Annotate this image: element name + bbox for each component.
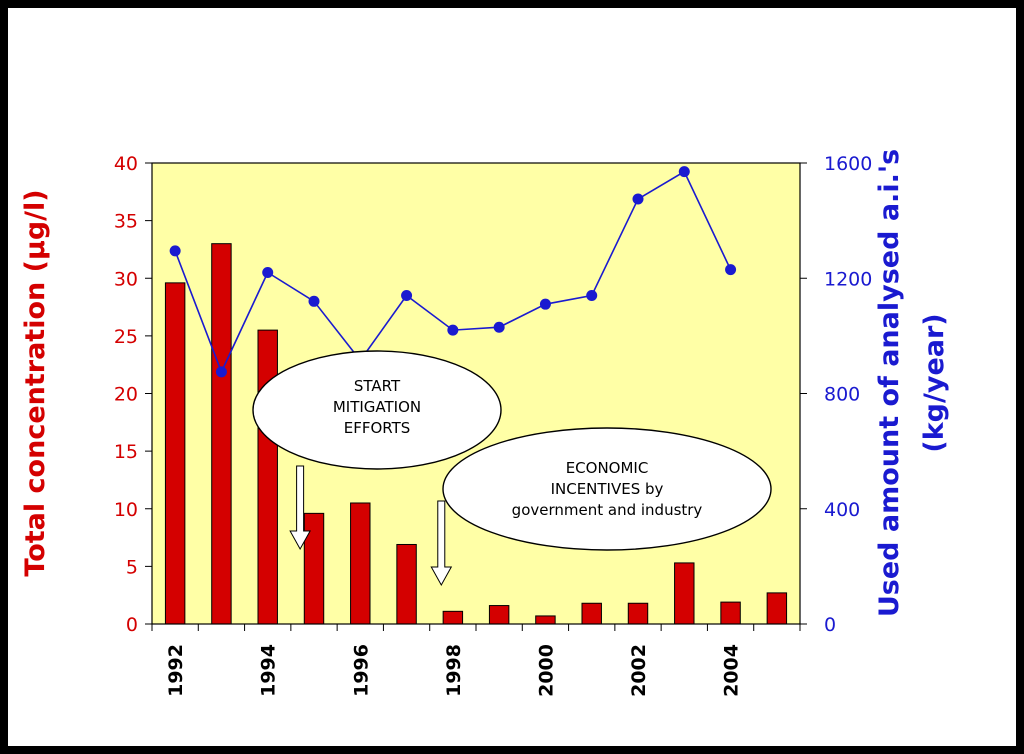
annotation-text-2-3: government and industry [512, 501, 703, 519]
annotation-bubble-2 [442, 427, 772, 551]
bar-1998 [442, 610, 464, 625]
bar-2000 [535, 615, 556, 625]
annotation-text-2-1: ECONOMIC [566, 459, 649, 477]
x-tick-label-1992: 1992 [165, 644, 187, 697]
annotation-text-1-2: MITIGATION [333, 398, 421, 416]
y-right-tick-label: 800 [824, 384, 860, 406]
y-right-tick-label: 1200 [824, 268, 872, 290]
y-left-tick-label: 30 [114, 268, 138, 290]
bar-1994 [257, 329, 278, 625]
y-left-tick-label: 40 [114, 153, 138, 175]
bar-1993 [211, 243, 232, 625]
annotation-arrow-2 [430, 500, 453, 587]
x-tick-label-1996: 1996 [350, 644, 372, 697]
usage-point-2004 [725, 264, 737, 276]
bar-2003 [674, 562, 695, 625]
bar-1997 [396, 543, 417, 625]
usage-point-1997 [401, 290, 413, 302]
y-left-tick-label: 10 [114, 499, 138, 521]
bar-1996 [350, 502, 371, 625]
y-right-tick-label: 400 [824, 499, 860, 521]
usage-point-1992 [169, 245, 181, 257]
y-left-tick-label: 5 [126, 556, 138, 578]
y-left-tick-label: 15 [114, 441, 138, 463]
y-right-tick-label: 0 [824, 614, 836, 636]
bar-2002 [627, 602, 649, 625]
usage-point-2001 [586, 290, 598, 302]
annotations: START MITIGATION EFFORTS ECONOMIC INCENTIVES… [252, 350, 772, 587]
line-series [169, 166, 737, 378]
bar-2005 [766, 592, 788, 625]
bar-2004 [720, 601, 741, 625]
usage-point-2000 [539, 298, 551, 310]
usage-point-2002 [632, 193, 644, 205]
x-tick-label-1994: 1994 [258, 644, 280, 697]
usage-point-2003 [678, 166, 690, 178]
y-right-tick-label: 1600 [824, 153, 872, 175]
annotation-text-2-2: INCENTIVES by [551, 480, 664, 498]
annotation-arrow-1 [289, 465, 311, 551]
x-tick-label-2002: 2002 [628, 644, 650, 697]
y-left-tick-label: 20 [114, 384, 138, 406]
bar-1999 [488, 605, 510, 625]
y-axis-title-left: Total concentration (µg/l) [20, 189, 51, 576]
x-tick-label-2000: 2000 [535, 644, 557, 697]
annotation-text-1-3: EFFORTS [344, 419, 411, 437]
y-axis-title-right-line1: Used amount of analysed a.i.'s [874, 149, 905, 617]
y-left-tick-label: 0 [126, 614, 138, 636]
usage-point-1995 [308, 295, 320, 307]
usage-point-1993 [215, 366, 227, 378]
x-tick-label-2004: 2004 [721, 644, 743, 697]
bar-1992 [164, 282, 186, 625]
bar-1995 [303, 512, 325, 625]
usage-point-1999 [493, 321, 505, 333]
usage-point-1998 [447, 324, 459, 336]
usage-point-1994 [262, 266, 274, 278]
slide-frame: 0 5 10 15 20 25 30 35 40 0 400 800 1200 1600 1992 1994 1… [8, 8, 1016, 746]
x-tick-label-1998: 1998 [443, 644, 465, 697]
y-left-tick-label: 35 [114, 211, 138, 233]
y-axis-title-right-line2: (kg/year) [919, 313, 950, 452]
y-left-tick-label: 25 [114, 326, 138, 348]
bar-2001 [581, 602, 602, 625]
annotation-text-1-1: START [354, 377, 401, 395]
annotation-bubble-1 [252, 350, 502, 470]
